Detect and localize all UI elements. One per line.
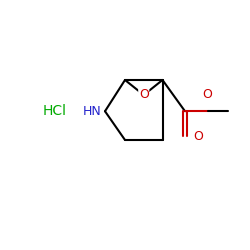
Text: O: O: [139, 88, 149, 102]
Text: O: O: [202, 88, 212, 101]
Text: O: O: [194, 130, 203, 143]
Text: HCl: HCl: [43, 104, 67, 118]
Text: HN: HN: [82, 105, 101, 118]
